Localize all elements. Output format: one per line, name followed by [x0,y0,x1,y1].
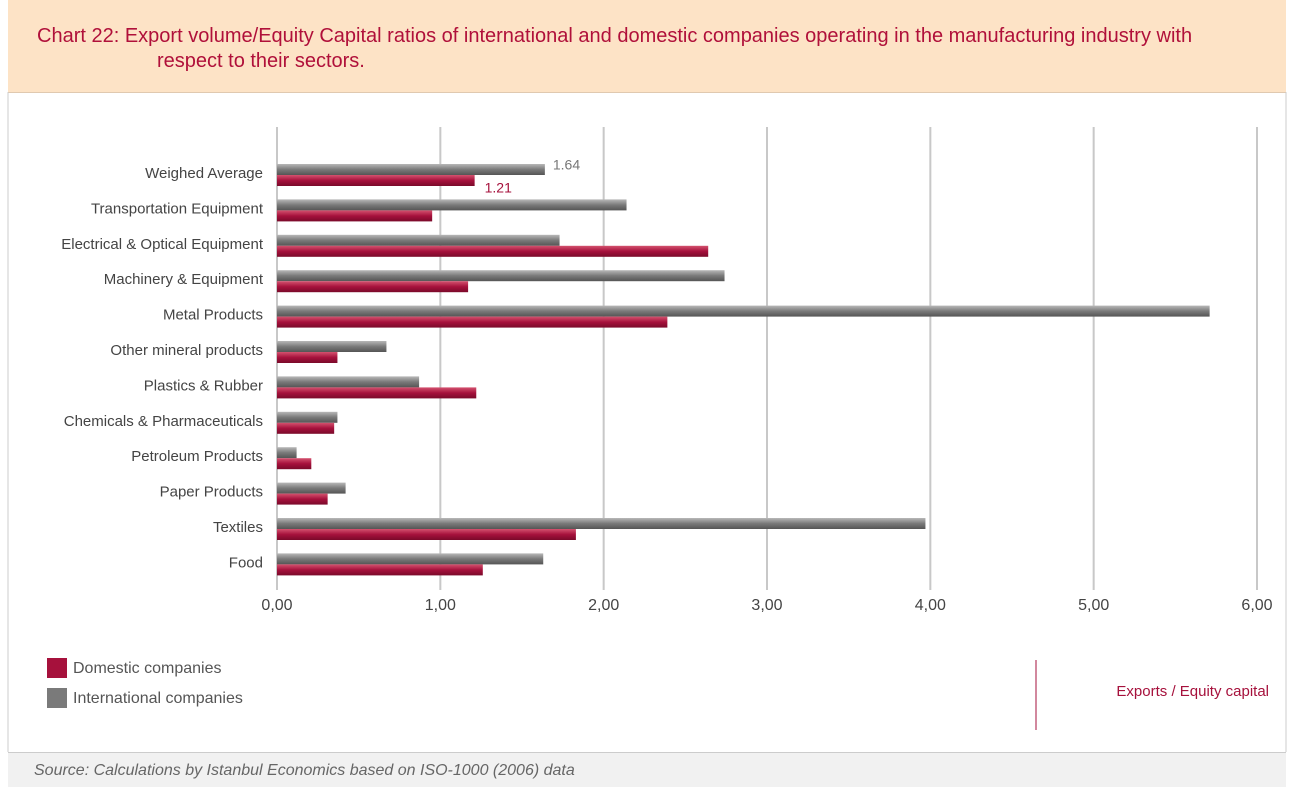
bar [277,352,338,363]
bar [277,164,545,175]
bar [277,234,560,246]
bar [277,447,297,459]
x-tick-label: 6,00 [1241,597,1272,614]
y-tick-label: Plastics & Rubber [144,377,263,394]
legend-label: Domestic companies [73,660,222,677]
bar [277,422,335,434]
bar [277,270,725,282]
y-tick-label: Transportation Equipment [91,200,264,217]
data-label: 1.64 [553,157,580,173]
chart-label: Chart 22: [37,25,120,47]
y-tick-label: Machinery & Equipment [104,271,264,288]
x-tick-label: 3,00 [751,597,782,614]
y-tick-label: Metal Products [163,307,263,324]
bar [277,482,346,494]
y-tick-label: Textiles [213,519,263,536]
x-tick-label: 4,00 [915,597,946,614]
chart: Exports / Equity capital 0,00 1,00 2,00 3,0… [7,92,1287,752]
x-tick-label: 0,00 [261,597,292,614]
x-axis-label: Exports / Equity capital [1116,683,1269,700]
legend-swatch [47,658,67,678]
legend-label: International companies [73,690,243,707]
bar [277,458,312,470]
bar [277,564,483,576]
y-tick-label: Food [229,554,263,571]
bar [277,529,576,540]
bar [277,341,387,352]
bar [277,281,469,293]
legend-swatch [47,688,67,708]
x-tick-label: 1,00 [425,597,456,614]
bar [277,199,627,211]
data-label: 1.21 [485,180,512,196]
bar [277,411,338,423]
bar [277,175,475,186]
x-tick-label: 5,00 [1078,597,1109,614]
y-tick-label: Other mineral products [110,342,263,359]
y-tick-label: Paper Products [160,484,263,501]
chart-title: Export volume/Equity Capital ratios of i… [124,25,1193,72]
y-tick-label: Weighed Average [145,165,263,182]
footer: Source: Calculations by Istanbul Economi… [8,752,1286,787]
bar [277,316,668,328]
x-tick-label: 2,00 [588,597,619,614]
bar [277,376,420,388]
bar [277,210,433,222]
bar [277,518,926,529]
bar [277,387,477,399]
y-tick-label: Electrical & Optical Equipment [61,236,264,253]
bar [277,305,1210,317]
source: Source: Calculations by Istanbul Economi… [34,762,575,779]
bar [277,493,328,505]
header [8,0,1286,93]
y-tick-label: Chemicals & Pharmaceuticals [64,413,263,430]
bar [277,553,544,565]
y-tick-label: Petroleum Products [131,448,263,465]
bar [277,245,709,257]
title-block: Chart 22: Export volume/Equity Capital r… [37,24,1217,74]
